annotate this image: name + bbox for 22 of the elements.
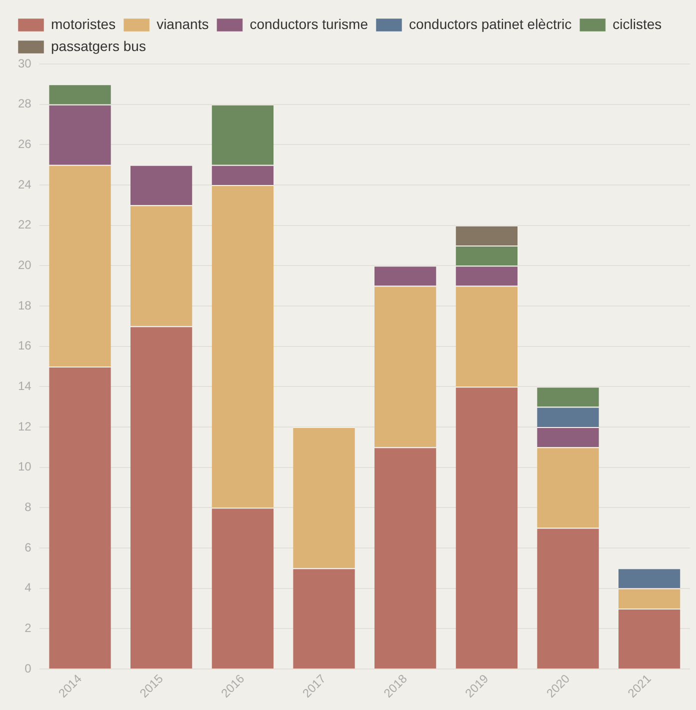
legend-label: conductors patinet elèctric <box>408 16 572 32</box>
legend-label: conductors turisme <box>250 16 368 32</box>
legend-label: passatgers bus <box>51 38 146 54</box>
y-tick-label: 20 <box>18 258 32 272</box>
y-tick-label: 12 <box>18 419 32 434</box>
legend-label: motoristes <box>51 16 116 32</box>
y-tick-label: 14 <box>18 378 32 393</box>
y-tick-label: 6 <box>24 540 32 554</box>
y-tick-label: 2 <box>24 620 32 635</box>
y-tick-label: 10 <box>18 460 32 474</box>
y-tick-label: 26 <box>18 136 32 151</box>
y-tick-label: 16 <box>18 338 32 353</box>
y-tick-label: 28 <box>18 96 32 111</box>
legend-label: vianants <box>156 16 209 32</box>
y-tick-label: 30 <box>18 56 32 70</box>
y-tick-label: 0 <box>24 661 32 676</box>
y-tick-label: 18 <box>18 298 32 312</box>
y-tick-label: 4 <box>24 580 32 595</box>
y-tick-label: 8 <box>24 500 32 514</box>
legend-label: ciclistes <box>612 16 662 32</box>
y-tick-label: 22 <box>18 218 32 232</box>
y-tick-label: 24 <box>18 177 32 192</box>
